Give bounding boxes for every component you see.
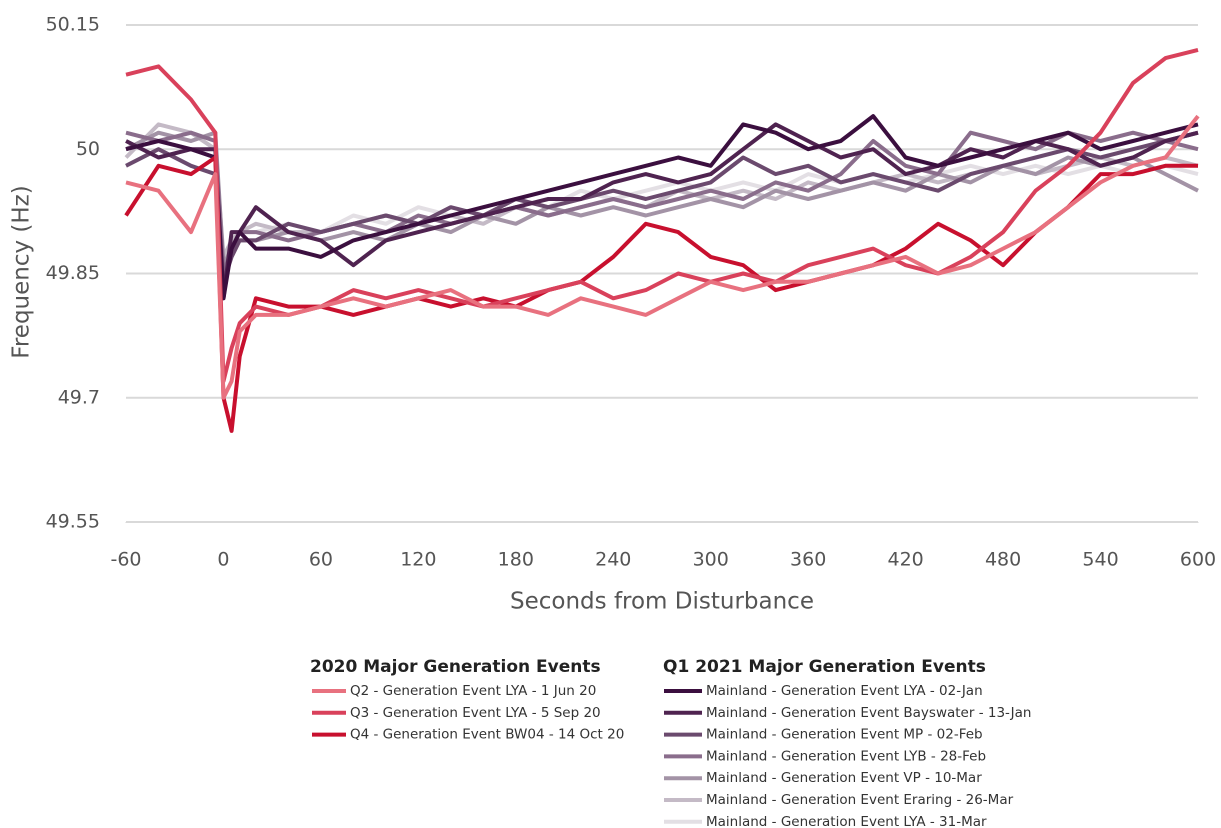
legend-title: Q1 2021 Major Generation Events — [663, 657, 986, 677]
x-tick-label: 420 — [888, 549, 924, 571]
x-tick-label: 60 — [309, 549, 333, 571]
x-tick-label: 480 — [985, 549, 1021, 571]
x-tick-label: -60 — [110, 549, 141, 571]
legend-label: Mainland - Generation Event LYB - 28-Feb — [706, 748, 986, 764]
x-tick-label: 600 — [1180, 549, 1216, 571]
x-tick-label: 180 — [498, 549, 534, 571]
series-line — [124, 155, 1198, 433]
x-axis-title: Seconds from Disturbance — [510, 589, 814, 615]
y-tick-label: 49.55 — [46, 511, 100, 533]
legend-label: Mainland - Generation Event LYA - 31-Mar — [706, 814, 987, 828]
legend-label: Mainland - Generation Event LYA - 02-Jan — [706, 683, 983, 699]
legend-label: Q2 - Generation Event LYA - 1 Jun 20 — [350, 683, 596, 699]
legend-label: Q4 - Generation Event BW04 - 14 Oct 20 — [350, 727, 624, 743]
x-tick-label: 120 — [400, 549, 436, 571]
legend-label: Q3 - Generation Event LYA - 5 Sep 20 — [350, 705, 601, 721]
legend-title: 2020 Major Generation Events — [310, 657, 601, 677]
x-tick-label: 300 — [693, 549, 729, 571]
legend-label: Mainland - Generation Event MP - 02-Feb — [706, 727, 983, 743]
series-line — [125, 130, 1199, 276]
legend-label: Mainland - Generation Event Eraring - 26… — [706, 792, 1014, 808]
series-line — [125, 130, 1199, 284]
y-tick-label: 49.85 — [46, 262, 100, 284]
y-tick-label: 50 — [76, 138, 100, 160]
x-tick-label: 0 — [217, 549, 229, 571]
series-line — [125, 114, 1200, 400]
legend-label: Mainland - Generation Event VP - 10-Mar — [706, 770, 982, 786]
series-line — [125, 114, 1199, 301]
y-tick-label: 50.15 — [46, 14, 100, 36]
series-line — [125, 47, 1199, 384]
y-axis-title: Frequency (Hz) — [9, 185, 35, 358]
legend-label: Mainland - Generation Event Bayswater - … — [706, 705, 1031, 721]
x-tick-label: 360 — [790, 549, 826, 571]
x-tick-label: 540 — [1082, 549, 1118, 571]
x-tick-label: 240 — [595, 549, 631, 571]
y-tick-label: 49.7 — [58, 386, 100, 408]
